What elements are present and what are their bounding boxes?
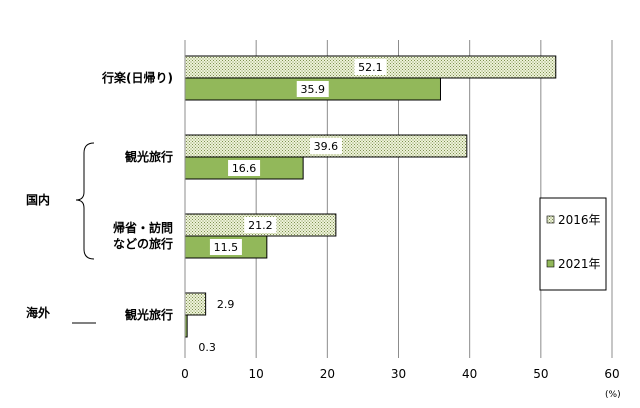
group-bracket [75, 142, 95, 260]
data-label: 21.2 [244, 217, 277, 233]
category-label: 帰省・訪問 [113, 220, 173, 235]
x-tick-label: 0 [181, 367, 189, 381]
data-label-text: 2.9 [217, 298, 235, 311]
data-label-text: 0.3 [198, 341, 216, 354]
data-label: 0.3 [198, 341, 216, 354]
data-label: 35.9 [296, 81, 329, 97]
group-label: 国内 [26, 192, 50, 207]
data-label-text: 39.6 [314, 140, 339, 153]
data-label: 16.6 [228, 160, 261, 176]
data-label: 52.1 [354, 59, 387, 75]
data-label-text: 52.1 [358, 61, 383, 74]
legend-label: 2021年 [558, 257, 601, 271]
data-label-bg [309, 138, 342, 154]
x-tick-label: 50 [533, 367, 548, 381]
data-label-text: 21.2 [248, 219, 273, 232]
data-label-text: 35.9 [300, 83, 325, 96]
data-label-text: 16.6 [232, 162, 257, 175]
data-label: 39.6 [309, 138, 342, 154]
legend-label: 2016年 [558, 213, 601, 227]
group-label: 海外 [26, 305, 50, 320]
x-tick-label: 40 [462, 367, 477, 381]
bars [184, 55, 557, 338]
data-label-text: 11.5 [214, 241, 239, 254]
x-tick-label: 10 [249, 367, 264, 381]
x-tick-label: 30 [391, 367, 406, 381]
category-label: 観光旅行 [125, 149, 173, 164]
legend-box [539, 197, 607, 291]
category-label: 行楽(日帰り) [101, 70, 173, 85]
x-axis: 0 10 20 30 40 50 60 (%) [181, 40, 621, 400]
category-label: 観光旅行 [125, 307, 173, 322]
data-labels: 52.1 39.6 21.2 2.9 35.9 16.6 11.5 0.3 [198, 59, 387, 354]
data-label-bg [228, 160, 261, 176]
category-label: などの旅行 [113, 236, 173, 251]
bar-2016-3 [184, 292, 207, 316]
legend: 2016年 2021年 [539, 197, 607, 291]
legend-swatch [546, 259, 555, 268]
legend-swatch [546, 215, 555, 224]
data-label: 2.9 [217, 298, 235, 311]
x-tick-label: 60 [604, 367, 619, 381]
data-label-bg [354, 59, 387, 75]
x-unit-label: (%) [605, 390, 621, 400]
data-label-bg [244, 217, 277, 233]
x-tick-label: 20 [320, 367, 335, 381]
data-label-bg [296, 81, 329, 97]
data-label-bg [209, 239, 242, 255]
data-label: 11.5 [209, 239, 242, 255]
